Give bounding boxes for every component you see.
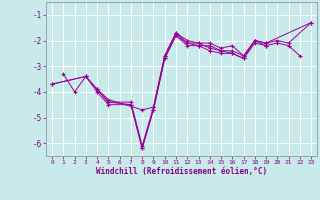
X-axis label: Windchill (Refroidissement éolien,°C): Windchill (Refroidissement éolien,°C): [96, 167, 267, 176]
